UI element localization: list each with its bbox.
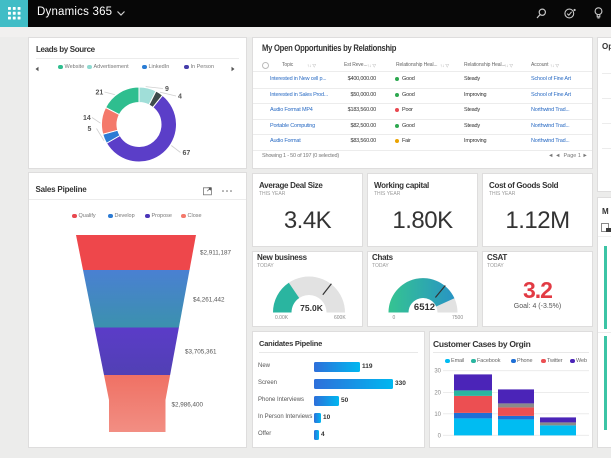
svg-text:5: 5 xyxy=(88,126,92,133)
svg-text:0: 0 xyxy=(438,433,442,439)
svg-text:$3,705,361: $3,705,361 xyxy=(185,349,217,356)
svg-text:$4,261,442: $4,261,442 xyxy=(193,297,225,304)
svg-text:$2,911,187: $2,911,187 xyxy=(200,250,232,257)
svg-text:4: 4 xyxy=(178,94,182,101)
svg-text:10: 10 xyxy=(434,412,441,418)
svg-text:20: 20 xyxy=(434,391,441,397)
svg-text:14: 14 xyxy=(83,115,91,122)
svg-text:67: 67 xyxy=(183,150,191,157)
svg-text:21: 21 xyxy=(96,90,104,97)
svg-text:$2,986,400: $2,986,400 xyxy=(172,402,204,409)
svg-text:9: 9 xyxy=(165,86,169,93)
svg-text:30: 30 xyxy=(434,369,441,375)
